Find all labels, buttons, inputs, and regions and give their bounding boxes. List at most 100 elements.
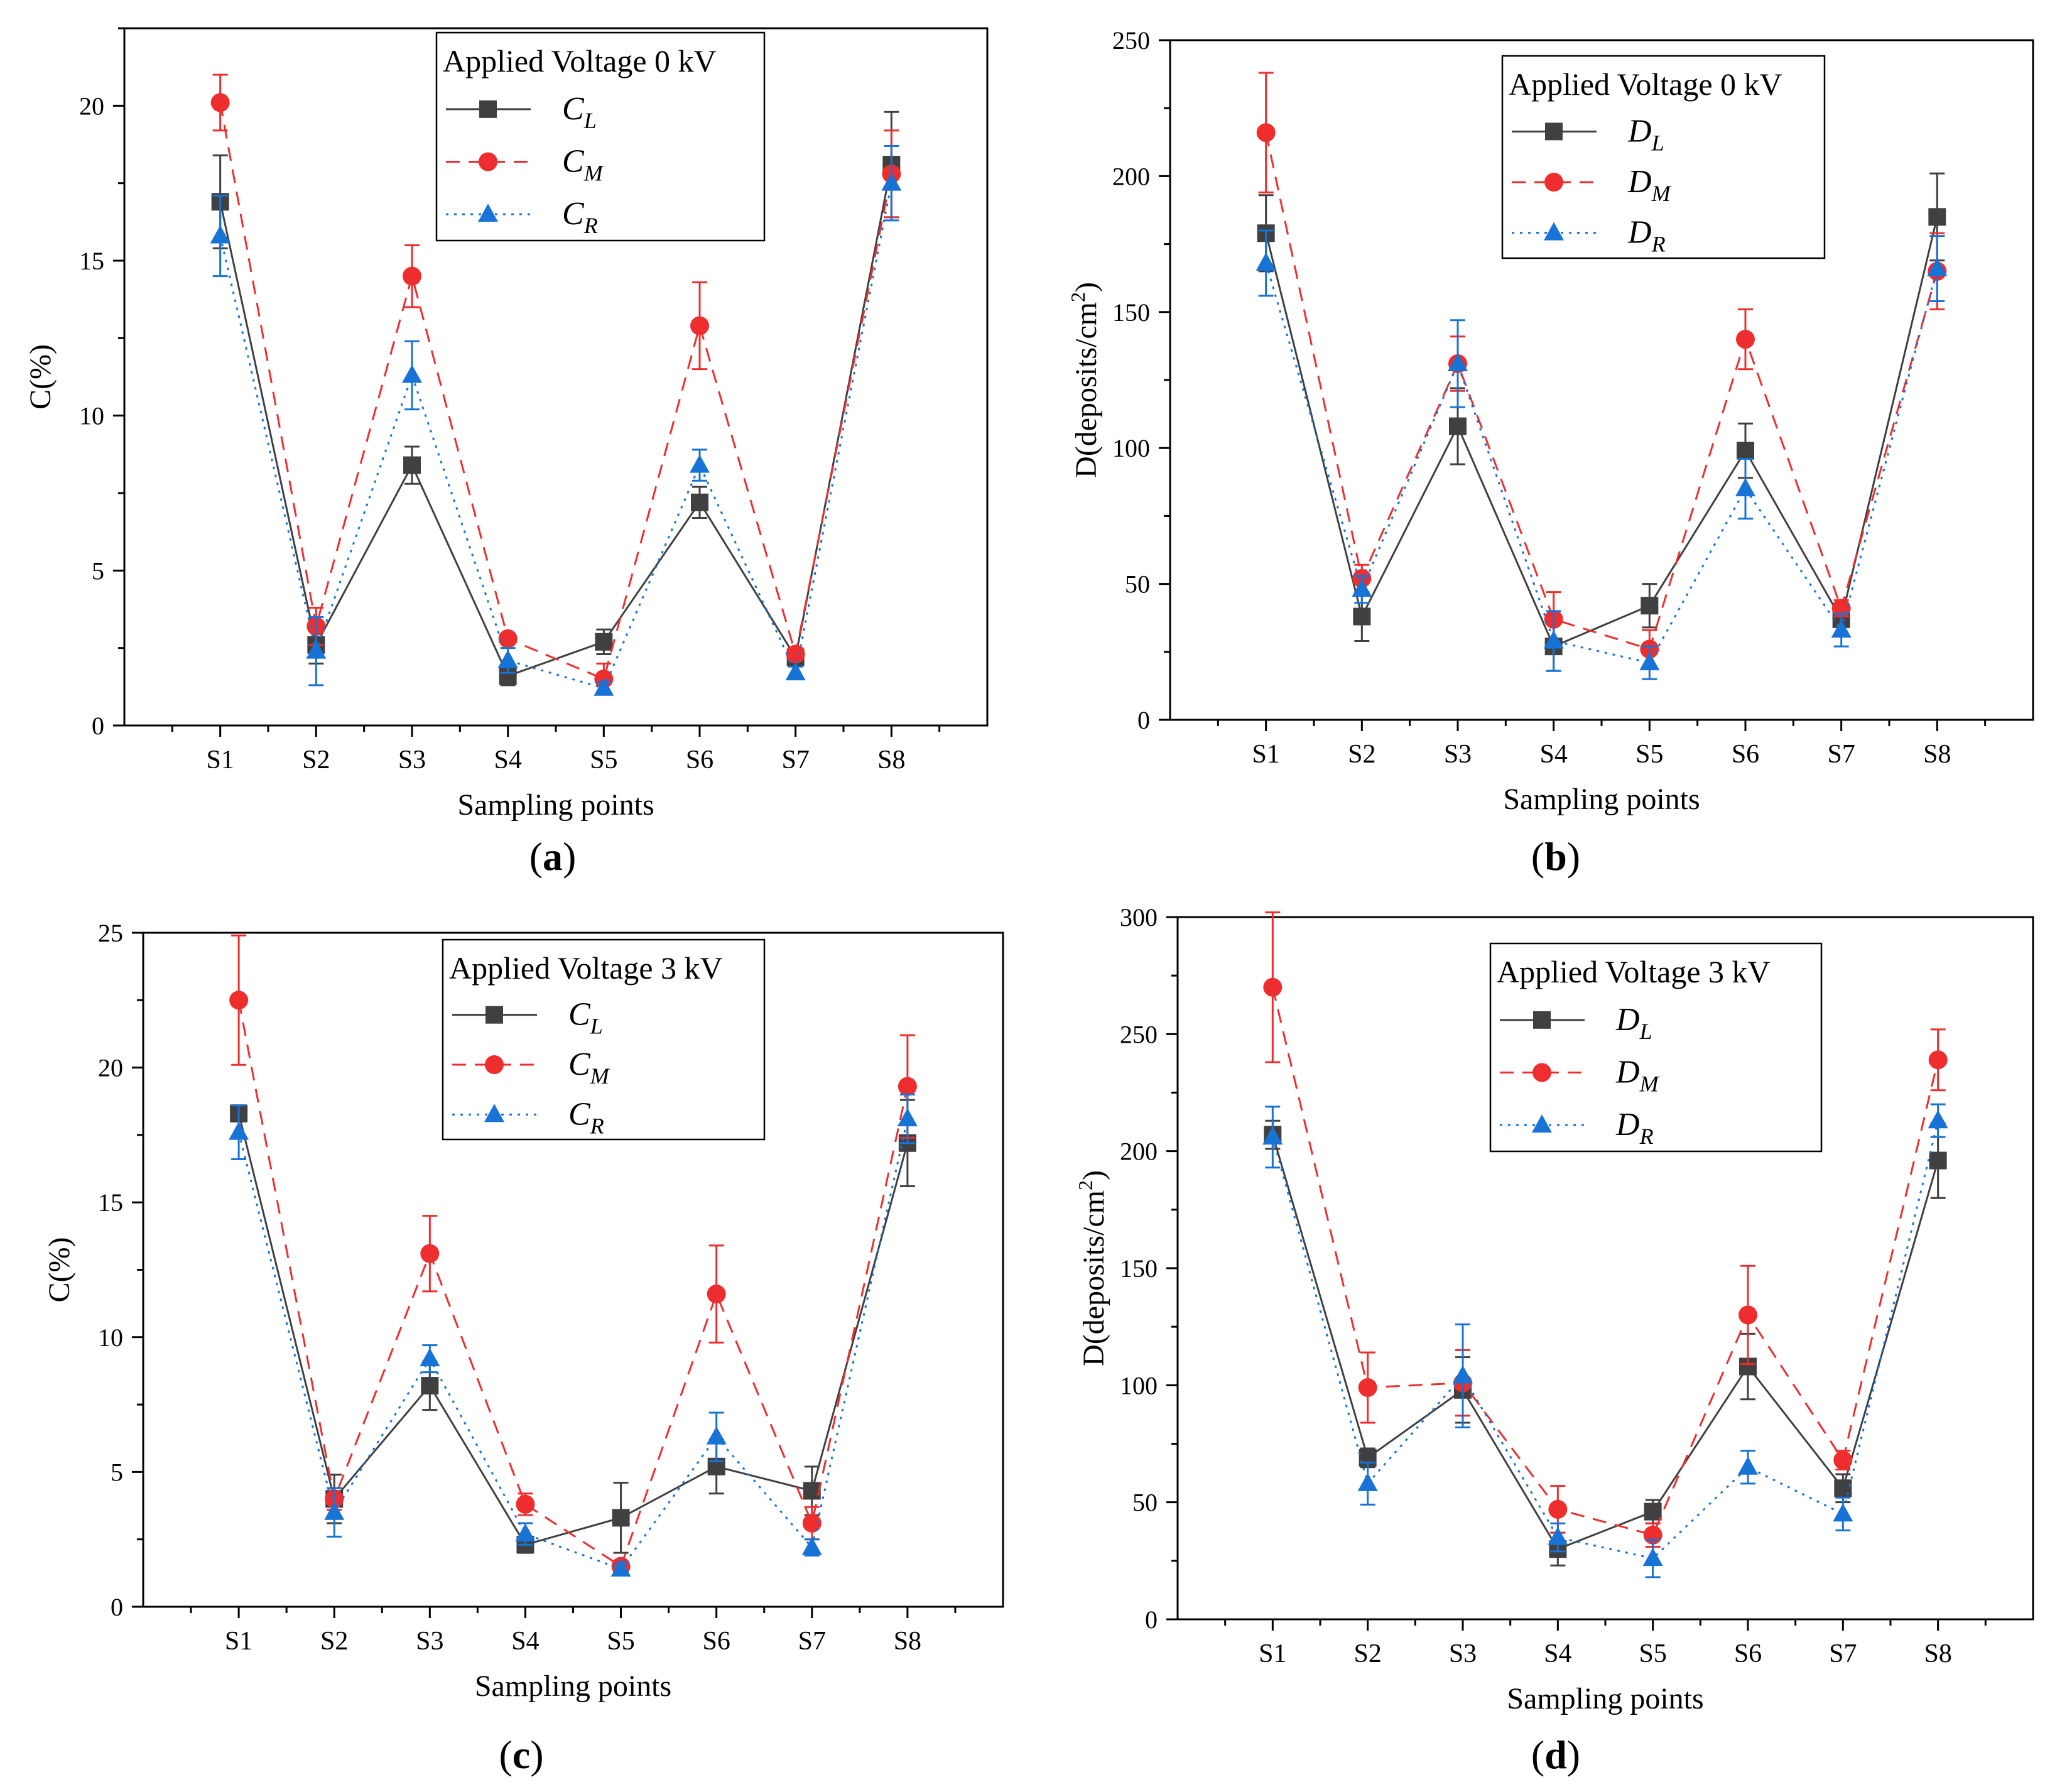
x-tick-label: S6 <box>1734 1639 1762 1668</box>
legend-label-sub: R <box>590 1113 604 1138</box>
x-tick-label: S1 <box>1259 1639 1286 1668</box>
y-axis-title-tail: ) <box>1077 1170 1110 1180</box>
x-tick-label: S2 <box>1353 1639 1381 1668</box>
data-point <box>1644 1502 1662 1521</box>
legend-box <box>442 938 766 1141</box>
legend-label-sub: L <box>1639 1019 1652 1044</box>
data-point <box>1639 652 1660 671</box>
x-tick-label: S4 <box>1539 740 1567 769</box>
data-point <box>707 1285 726 1304</box>
legend-label-main: C <box>562 196 585 232</box>
data-point <box>421 1377 439 1395</box>
y-tick-label: 250 <box>1112 26 1150 55</box>
data-point <box>1256 252 1276 271</box>
x-tick-label: S3 <box>1444 740 1472 769</box>
data-point <box>1735 478 1755 497</box>
legend-marker <box>1532 1063 1551 1082</box>
series-line <box>1265 216 1938 648</box>
y-tick-label: 100 <box>1112 434 1150 462</box>
legend-box <box>1501 55 1826 259</box>
legend-label: DR <box>1615 1107 1654 1149</box>
y-axis-title-main: C(%) <box>24 344 57 410</box>
legend-label-sub: L <box>1651 130 1664 155</box>
x-tick-label: S8 <box>1923 740 1951 769</box>
data-point <box>402 364 422 383</box>
y-axis-title-tail: ) <box>1070 282 1103 292</box>
data-point <box>706 1426 727 1445</box>
data-point <box>420 1244 440 1263</box>
y-tick-label: 150 <box>1120 1254 1158 1283</box>
panel-caption: (b) <box>1531 834 1580 879</box>
legend-title: Applied Voltage 0 kV <box>1509 67 1782 102</box>
data-point <box>1738 1305 1757 1325</box>
legend-box <box>1489 942 1823 1153</box>
data-point <box>1263 977 1283 997</box>
caption-open: ( <box>1531 834 1544 879</box>
legend-label-main: D <box>1627 215 1652 251</box>
data-point <box>1833 1450 1853 1470</box>
data-point <box>324 1501 345 1520</box>
legend-title: Applied Voltage 0 kV <box>443 43 717 79</box>
data-point <box>403 266 421 286</box>
series-DR <box>1262 1103 1948 1578</box>
y-axis-title-main: D(deposits/cm <box>1077 1190 1110 1366</box>
y-tick-label: 25 <box>98 919 123 947</box>
x-axis-title: Sampling points <box>457 788 654 822</box>
y-tick-label: 0 <box>111 1593 123 1621</box>
y-axis-title-sup: 2 <box>1074 1180 1097 1190</box>
x-tick-label: S4 <box>511 1627 539 1656</box>
legend-marker <box>1544 173 1563 192</box>
x-tick-label: S5 <box>1639 1639 1666 1668</box>
legend: Applied Voltage 0 kV DL DM DR <box>1501 55 1826 259</box>
data-point <box>1927 258 1948 276</box>
series-line <box>219 102 892 681</box>
x-tick-label: S7 <box>1827 740 1855 769</box>
legend-marker <box>485 1006 503 1024</box>
data-point <box>1543 630 1564 649</box>
data-point <box>1642 1548 1663 1567</box>
legend-label-sub: R <box>1651 232 1666 257</box>
chart-panel-d: 0 50 100 150 200 250 300 S1 S2 S3 S4 S5 S6 S7 S8 Sampli… <box>1074 903 2034 1777</box>
legend-label-main: D <box>1615 1107 1640 1143</box>
y-tick-label: 5 <box>111 1458 123 1486</box>
data-point <box>1548 1499 1568 1519</box>
legend-label: CR <box>562 196 598 238</box>
y-tick-label: 5 <box>92 557 104 585</box>
data-point <box>1641 597 1659 615</box>
y-tick-label: 15 <box>98 1188 123 1217</box>
data-point <box>1357 1472 1378 1491</box>
legend-label: DM <box>1627 164 1672 206</box>
y-tick-label: 20 <box>98 1054 123 1082</box>
series-line <box>237 1000 909 1568</box>
x-tick-label: S1 <box>225 1627 252 1656</box>
data-point <box>1548 1526 1568 1545</box>
y-tick-label: 0 <box>1137 706 1150 734</box>
y-tick-label: 300 <box>1120 903 1158 932</box>
x-axis-title: Sampling points <box>1507 1682 1703 1715</box>
legend-label-sub: L <box>583 108 597 133</box>
data-point <box>1262 1126 1283 1145</box>
legend-label: DL <box>1627 113 1664 155</box>
y-axis-title: C(%) <box>43 1237 76 1303</box>
y-axis-title: D(deposits/cm2) <box>1066 282 1103 478</box>
data-point <box>1358 1378 1377 1398</box>
data-point <box>1833 1503 1853 1522</box>
y-tick-label: 10 <box>98 1323 123 1352</box>
x-tick-label: S5 <box>1635 740 1663 769</box>
x-tick-label: S5 <box>590 746 617 774</box>
data-point <box>881 172 902 191</box>
data-point <box>1928 208 1946 226</box>
y-tick-label: 0 <box>92 712 104 740</box>
y-tick-label: 200 <box>1112 162 1150 190</box>
caption-letter: d <box>1544 1732 1567 1777</box>
chart-panel-a: 0 5 10 15 20 S1 S2 S3 S4 S5 S6 S7 S8 Sampling points C… <box>24 27 989 879</box>
data-point <box>594 677 614 696</box>
series-DR <box>1256 229 1948 680</box>
data-point <box>612 1509 630 1527</box>
data-point <box>210 93 230 112</box>
legend-title: Applied Voltage 3 kV <box>1497 954 1771 989</box>
data-point <box>1736 330 1755 349</box>
data-point <box>1834 1479 1852 1497</box>
